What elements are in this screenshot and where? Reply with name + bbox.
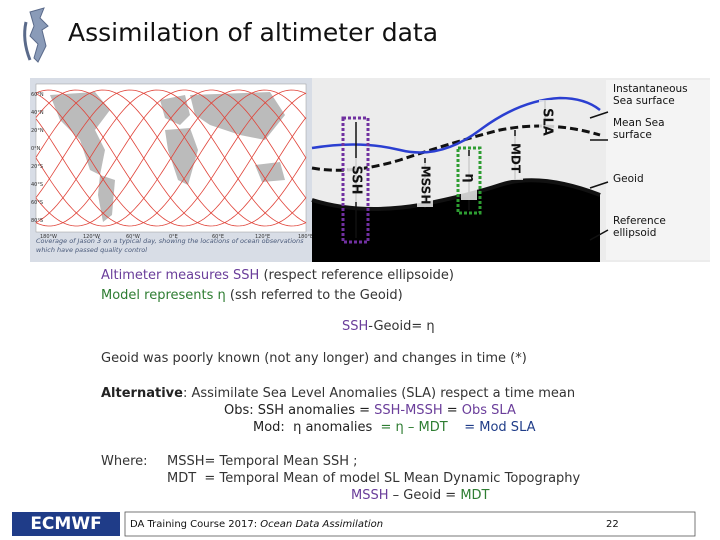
vertical-label: MSSH — [419, 166, 433, 205]
vertical-label: η — [462, 173, 477, 182]
logo-text: ECMWF — [30, 514, 101, 534]
map-caption: Coverage of Jason 3 on a typical day, sh… — [36, 237, 304, 254]
text-run: -Geoid= η — [368, 319, 435, 334]
text-run: = Mod SLA — [447, 420, 536, 435]
text-run: Obs: SSH anomalies = — [224, 403, 375, 418]
text-line: MSSH= Temporal Mean SSH ; — [167, 454, 358, 470]
text-line: SSH-Geoid= η — [342, 319, 435, 335]
text-run: Geoid was poorly known (not any longer) … — [101, 351, 527, 366]
latitude-label: 20°S — [31, 164, 43, 170]
longitude-label: 60°W — [126, 234, 140, 240]
slide-title: Assimilation of altimeter data — [68, 18, 439, 47]
vertical-label: SSH — [349, 165, 364, 194]
text-run: = η – MDT — [380, 420, 448, 435]
satellite-track — [35, 89, 307, 227]
latitude-label: 40°N — [31, 110, 44, 116]
text-run: Alternative — [101, 386, 183, 401]
longitude-label: 60°E — [212, 234, 224, 240]
satellite-track — [35, 89, 307, 227]
text-line: MDT = Temporal Mean of model SL Mean Dyn… — [167, 471, 580, 487]
text-run: MDT = Temporal Mean of model SL Mean Dyn… — [167, 471, 581, 486]
text-run: (ssh referred to the Geoid) — [225, 288, 403, 303]
text-line: Alternative: Assimilate Sea Level Anomal… — [101, 386, 575, 402]
label-backing — [348, 158, 364, 202]
text-line: Altimeter measures SSH (respect referenc… — [101, 268, 454, 284]
latitude-label: 60°N — [31, 92, 44, 98]
text-run: Where: — [101, 454, 148, 469]
longitude-label: 120°W — [83, 234, 100, 240]
footer: ECMWF — [12, 511, 696, 537]
latitude-label: 80°S — [31, 218, 43, 224]
text-line: Mod: η anomalies = η – MDT = Mod SLA — [253, 420, 536, 436]
label-backing — [539, 100, 555, 144]
text-run: Obs SLA — [461, 403, 516, 418]
satellite-track — [35, 89, 307, 227]
latitude-label: 40°S — [31, 182, 43, 188]
text-line: Geoid was poorly known (not any longer) … — [101, 351, 527, 367]
satellite-track — [35, 89, 307, 227]
satellite-track — [35, 89, 307, 227]
text-run: Model represents η — [101, 288, 226, 303]
course-name: DA Training Course 2017: Ocean Data Assi… — [130, 519, 383, 530]
diagram: SSH MSSH η MDT SLA Instantaneous Sea surface M… — [311, 78, 710, 262]
text-run: SSH-MSSH — [374, 403, 443, 418]
longitude-label: 0°E — [169, 234, 178, 240]
map: 60°N 40°N 20°N 0°N 20°S 40°S 60°S 80°S 180°W 120… — [30, 78, 313, 262]
text-run: Altimeter measures SSH — [101, 268, 260, 283]
text-run: : Assimilate Sea Level Anomalies (SLA) r… — [182, 386, 576, 401]
satellite-track — [35, 89, 307, 227]
satellite-track — [35, 89, 307, 227]
text-run: (respect reference ellipsoide) — [259, 268, 454, 283]
legend-label: Geoid — [613, 173, 644, 185]
course-subtitle: Ocean Data Assimilation — [260, 519, 384, 530]
text-run: – Geoid = — [388, 488, 461, 503]
course-label: DA Training Course 2017: — [130, 519, 258, 530]
legend-label: Reference ellipsoid — [613, 215, 666, 239]
longitude-label: 180°E — [298, 234, 313, 240]
vertical-label: MDT — [509, 143, 523, 174]
label-backing — [507, 136, 523, 180]
text-run: Mod: η anomalies — [253, 420, 381, 435]
label-backing — [417, 163, 433, 207]
latitude-label: 20°N — [31, 128, 44, 134]
legend-label: Instantaneous Sea surface — [613, 83, 688, 107]
text-run: MSSH= Temporal Mean SSH ; — [167, 454, 358, 469]
page-number: 22 — [606, 519, 619, 530]
latitude-label: 0°N — [31, 146, 41, 152]
label-backing — [461, 156, 477, 200]
longitude-label: 120°E — [255, 234, 270, 240]
logo-figure — [23, 7, 49, 63]
text-run: MDT — [460, 488, 490, 503]
text-line: MSSH – Geoid = MDT — [351, 488, 489, 504]
longitude-label: 180°W — [40, 234, 57, 240]
text-run: = — [442, 403, 462, 418]
latitude-label: 60°S — [31, 200, 43, 206]
vertical-label: SLA — [540, 108, 555, 136]
text-line: Model represents η (ssh referred to the … — [101, 288, 403, 304]
text-run: MSSH — [351, 488, 389, 503]
text-line: Obs: SSH anomalies = SSH-MSSH = Obs SLA — [224, 403, 516, 419]
text-line: Where: — [101, 454, 148, 470]
legend-label: Mean Sea surface — [613, 117, 665, 141]
text-run: SSH — [342, 319, 369, 334]
